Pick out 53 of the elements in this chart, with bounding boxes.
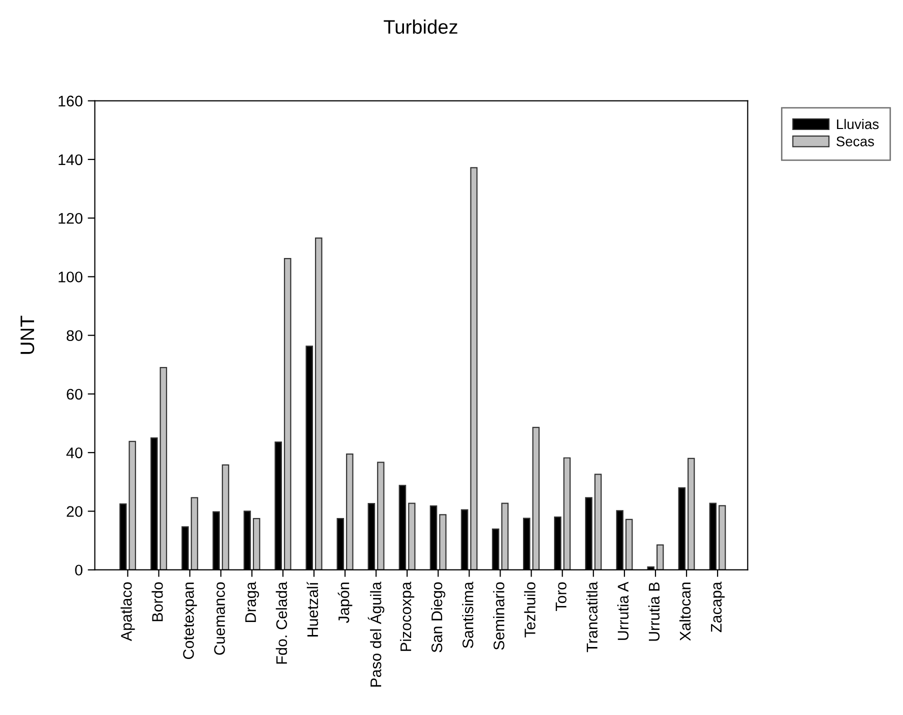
chart-title: Turbidez bbox=[384, 20, 458, 34]
bar bbox=[563, 457, 571, 570]
y-tick-label: 140 bbox=[58, 154, 82, 166]
x-tick-label: Trancatitla bbox=[586, 582, 598, 652]
bar bbox=[408, 502, 416, 570]
x-tick-label: Japón bbox=[338, 582, 352, 624]
y-tick-label: 60 bbox=[66, 388, 82, 400]
x-tick-label: Santisima bbox=[462, 582, 474, 648]
bar bbox=[377, 462, 384, 570]
bar bbox=[470, 167, 478, 570]
bar bbox=[625, 518, 633, 570]
bar bbox=[594, 474, 602, 570]
bar bbox=[190, 497, 198, 570]
bar bbox=[160, 367, 168, 570]
bar bbox=[252, 518, 260, 570]
y-tick-label: 20 bbox=[66, 506, 82, 517]
y-tick-label: 120 bbox=[58, 212, 82, 224]
x-tick-label: Urrutia B bbox=[648, 582, 660, 641]
x-tick-label: Paso del Águila bbox=[368, 582, 384, 687]
x-tick-label: Seminario bbox=[493, 582, 504, 650]
legend-label: Secas bbox=[836, 136, 874, 146]
x-tick-label: Toro bbox=[556, 582, 566, 612]
x-tick-label: Bordo bbox=[152, 582, 163, 622]
x-tick-label: Xaltocan bbox=[679, 582, 691, 641]
x-tick-label: Cotetexpan bbox=[183, 582, 197, 660]
bar bbox=[314, 237, 322, 570]
x-tick-label: San Diego bbox=[431, 582, 446, 652]
x-tick-label: Zacapa bbox=[711, 582, 725, 632]
x-tick-label: Urrutia A bbox=[617, 582, 629, 640]
bar bbox=[501, 502, 509, 570]
x-tick-label: Huetzalí bbox=[306, 582, 318, 636]
bar bbox=[128, 440, 136, 570]
y-tick-label: 80 bbox=[66, 330, 82, 342]
x-tick-label: Tezhuilo bbox=[524, 582, 536, 638]
y-tick-label: 100 bbox=[58, 272, 82, 282]
x-tick-label: Apatlaco bbox=[120, 582, 135, 642]
x-tick-label: Fdo. Celada bbox=[276, 582, 288, 664]
bar bbox=[439, 514, 446, 570]
bar bbox=[284, 258, 292, 570]
y-axis-title: UNT bbox=[20, 316, 34, 354]
legend-label: Lluvias bbox=[837, 118, 879, 130]
x-tick-label: Pizocoxpa bbox=[400, 582, 414, 651]
bar bbox=[688, 458, 695, 570]
bar bbox=[222, 464, 230, 570]
x-tick-label: Cuemanco bbox=[214, 582, 225, 655]
y-tick-label: 40 bbox=[66, 447, 82, 458]
bar bbox=[346, 454, 354, 570]
bar bbox=[656, 544, 664, 570]
bar bbox=[532, 426, 540, 570]
x-tick-label: Draga bbox=[245, 582, 260, 622]
y-tick-label: 0 bbox=[75, 564, 82, 576]
y-tick-label: 160 bbox=[58, 96, 82, 106]
bar bbox=[718, 505, 726, 570]
